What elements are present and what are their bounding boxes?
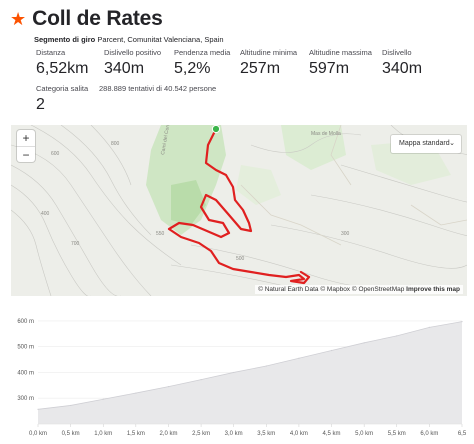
x-tick-label: 3,5 km <box>257 431 275 437</box>
stat-distance: Distanza 6,52km <box>36 48 88 78</box>
attribution-text[interactable]: © Natural Earth Data © Mapbox © OpenStre… <box>258 286 405 293</box>
chevron-down-icon: ⌄ <box>449 140 455 147</box>
category-label: Categoria salita <box>36 84 89 93</box>
elevation-area <box>38 321 462 424</box>
x-tick-label: 3,0 km <box>225 431 243 437</box>
stat-avg-grade: Pendenza media 5,2% <box>174 48 230 78</box>
x-tick-label: 4,5 km <box>323 431 341 437</box>
elevation-point <box>298 357 300 359</box>
x-tick-label: 2,5 km <box>192 431 210 437</box>
stat-min-elevation: Altitudine minima 257m <box>240 48 297 78</box>
map-label: 550 <box>156 231 165 237</box>
segment-type: Segmento di giro <box>34 35 96 44</box>
y-tick-label: 300 m <box>17 396 34 402</box>
x-tick-label: 1,0 km <box>94 431 112 437</box>
start-marker[interactable] <box>211 125 221 134</box>
stats-row: Distanza 6,52km Dislivello positivo 340m… <box>36 48 466 80</box>
elevation-profile[interactable]: 300 m 400 m 500 m 600 m 0,0 km 0,5 km 1,0 km 1,… <box>0 302 474 444</box>
stat-label: Altitudine massima <box>309 48 372 57</box>
x-tick-label: 0,0 km <box>29 431 47 437</box>
x-tick-label: 4,0 km <box>290 431 308 437</box>
segment-location: Parcent, Comunitat Valenciana, Spain <box>97 35 224 44</box>
x-tick-label: 5,5 km <box>388 431 406 437</box>
elevation-point <box>200 379 202 381</box>
elevation-point <box>396 335 398 337</box>
x-tick-label: 0,5 km <box>62 431 80 437</box>
elevation-point <box>265 365 267 367</box>
stat-value: 5,2% <box>174 60 211 77</box>
stat-label: Pendenza media <box>174 48 231 57</box>
map-style-value: Mappa standard <box>399 140 450 147</box>
y-tick-label: 400 m <box>17 370 34 376</box>
elevation-point <box>363 342 365 344</box>
map-attribution: © Natural Earth Data © Mapbox © OpenStre… <box>255 285 463 294</box>
elevation-point <box>37 408 39 410</box>
stat-value: 257m <box>240 60 281 77</box>
x-tick-label: 2,0 km <box>159 431 177 437</box>
stat-label: Dislivello <box>382 48 412 57</box>
map-label: Mas de Molla <box>311 131 341 137</box>
zoom-in-button[interactable]: + <box>22 131 30 145</box>
stat-label: Dislivello positivo <box>104 48 162 57</box>
stat-elevation-gain: Dislivello positivo 340m <box>104 48 161 78</box>
map-label: 700 <box>71 241 80 247</box>
segment-map[interactable]: Cami del Corral Mas de Molla 600 400 800… <box>11 125 467 296</box>
category-value: 2 <box>36 96 45 113</box>
segment-route <box>167 127 311 285</box>
stat-value: 340m <box>382 60 423 77</box>
zoom-out-button[interactable]: − <box>17 146 35 162</box>
elevation-point <box>102 398 104 400</box>
stat-label: Distanza <box>36 48 66 57</box>
attempts-text: 288.889 tentativi di 40.542 persone <box>99 84 217 93</box>
x-tick-label: 6,5 <box>458 431 467 437</box>
x-tick-label: 6,0 km <box>420 431 438 437</box>
elevation-point <box>167 386 170 388</box>
map-label: 800 <box>111 141 120 147</box>
map-label: Cami del Corral <box>160 125 172 155</box>
stat-max-elevation: Altitudine massima 597m <box>309 48 372 78</box>
y-tick-label: 500 m <box>17 345 34 351</box>
page-title: Coll de Rates <box>32 7 163 30</box>
elevation-point <box>233 371 235 374</box>
map-terrain: Cami del Corral Mas de Molla 600 400 800… <box>11 125 467 296</box>
stat-value: 6,52km <box>36 60 89 77</box>
segment-subtitle: Segmento di giro Parcent, Comunitat Vale… <box>34 35 470 44</box>
map-label: 500 <box>236 256 245 262</box>
segment-header: ★ Coll de Rates Segmento di giro Parcent… <box>10 7 470 45</box>
stat-value: 340m <box>104 60 145 77</box>
x-tick-label: 1,5 km <box>127 431 145 437</box>
elevation-point <box>135 392 137 394</box>
zoom-controls: + − <box>17 130 35 162</box>
elevation-line <box>37 321 463 410</box>
elevation-point <box>330 349 333 352</box>
star-icon[interactable]: ★ <box>10 9 27 29</box>
category-row: Categoria salita 2 288.889 tentativi di … <box>36 84 466 114</box>
stat-value: 597m <box>309 60 350 77</box>
stat-elevation-difference: Dislivello 340m <box>382 48 422 78</box>
map-label: 600 <box>51 151 60 157</box>
elevation-point <box>428 326 430 328</box>
elevation-chart: 300 m 400 m 500 m 600 m 0,0 km 0,5 km 1,0 km 1,… <box>17 319 467 437</box>
y-tick-label: 600 m <box>17 319 34 325</box>
x-tick-label: 5,0 km <box>355 431 373 437</box>
map-label: 400 <box>41 211 50 217</box>
improve-map-link[interactable]: Improve this map <box>406 286 460 293</box>
elevation-point <box>461 321 463 323</box>
stat-label: Altitudine minima <box>240 48 298 57</box>
elevation-point <box>70 404 72 407</box>
map-style-select[interactable]: Mappa standard ⌄ <box>391 135 461 153</box>
map-label: 300 <box>341 231 350 237</box>
